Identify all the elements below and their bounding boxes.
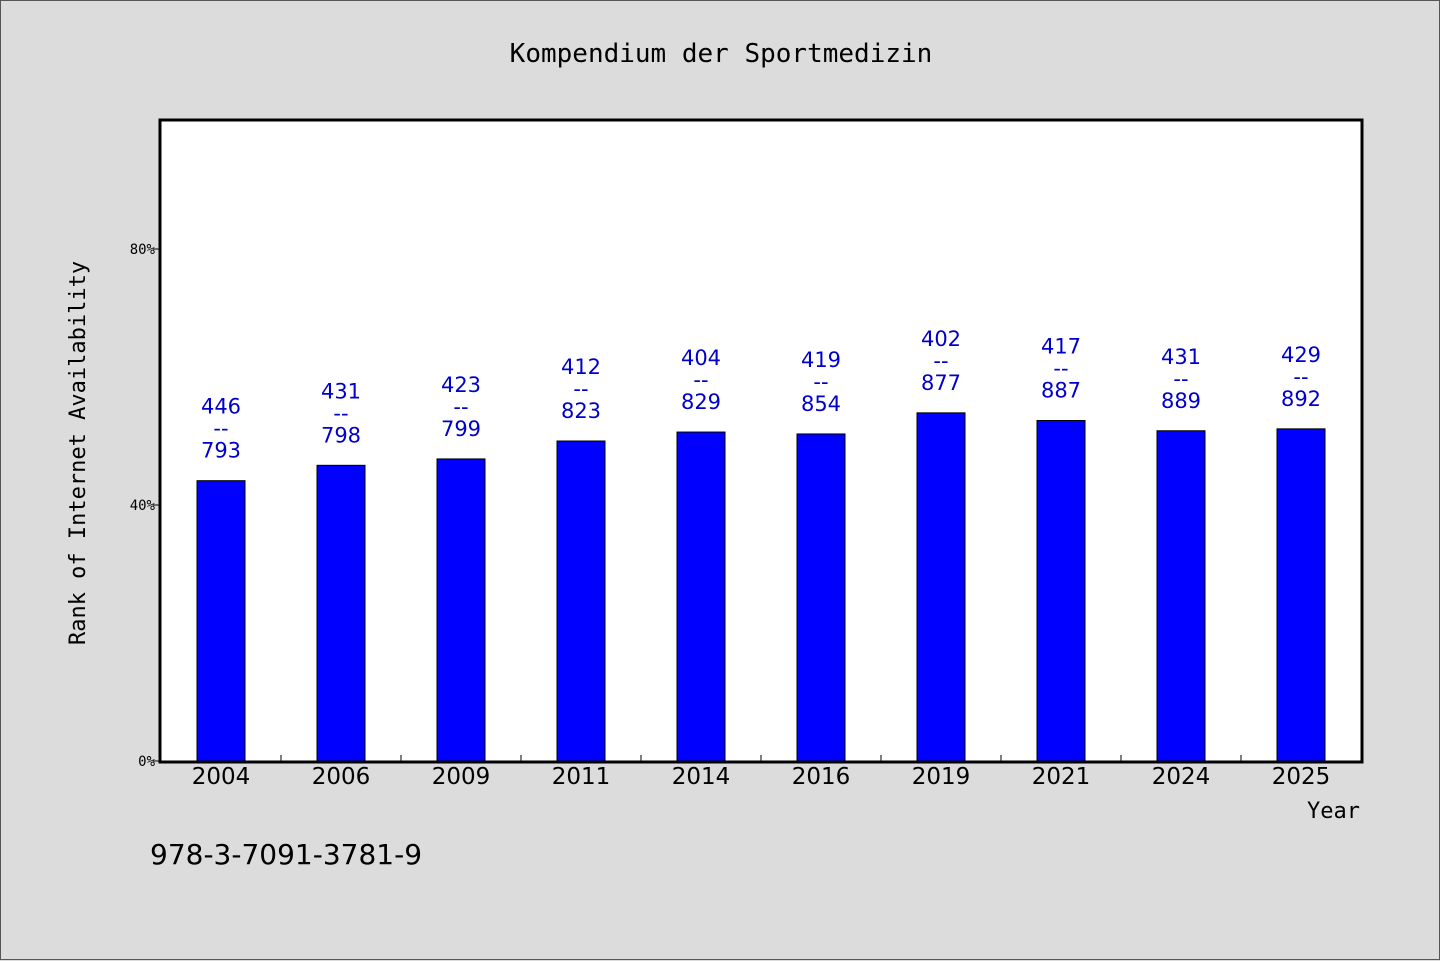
y-axis-label: Rank of Internet Availability: [66, 261, 91, 645]
x-tick-label: 2009: [432, 764, 491, 790]
bar-label-separator: --: [813, 370, 828, 394]
bar: [556, 440, 606, 762]
bar: [316, 464, 366, 762]
x-tick-label: 2004: [192, 764, 251, 790]
bar: [1156, 430, 1206, 762]
bar-value-label: 431: [321, 379, 361, 403]
bar: [916, 412, 966, 762]
x-tick-label: 2019: [912, 764, 971, 790]
x-tick-label: 2006: [312, 764, 371, 790]
y-tick-label: 80%: [130, 242, 156, 258]
bar: [796, 433, 846, 762]
bar-value-label: 889: [1161, 389, 1201, 413]
x-tick-label: 2016: [792, 764, 851, 790]
x-tick-label: 2011: [552, 764, 611, 790]
bar: [1036, 420, 1086, 762]
bar-value-label: 402: [921, 327, 961, 351]
bar-label-separator: --: [333, 401, 348, 425]
bar-value-label: 417: [1041, 335, 1081, 359]
bar-value-label: 854: [801, 392, 841, 416]
bar-value-label: 412: [561, 355, 601, 379]
x-tick-label: 2021: [1032, 764, 1091, 790]
bar-value-label: 423: [441, 373, 481, 397]
bars-layer: [196, 412, 1326, 762]
bar-value-label: 446: [201, 395, 241, 419]
y-tick-label: 40%: [130, 498, 156, 514]
bar-label-separator: --: [213, 417, 228, 441]
bar-label-separator: --: [1053, 357, 1068, 381]
bar: [1276, 428, 1326, 762]
y-tick-label: 0%: [138, 754, 155, 770]
bar-label-separator: --: [453, 395, 468, 419]
x-axis: 2004 2006 2009 2011 2014 2016 2019 2021 2024 2025: [192, 755, 1331, 790]
bar-value-label: 429: [1281, 343, 1321, 367]
x-tick-label: 2024: [1152, 764, 1211, 790]
x-tick-label: 2025: [1272, 764, 1331, 790]
bar-value-label: 823: [561, 399, 601, 423]
x-axis-label: Year: [1307, 799, 1360, 824]
bar-value-label: 829: [681, 390, 721, 414]
bar-label-separator: --: [693, 368, 708, 392]
bar-value-label: 404: [681, 346, 721, 370]
bar: [676, 431, 726, 762]
y-axis: 0% 40% 80%: [130, 242, 161, 770]
bar-value-label: 419: [801, 348, 841, 372]
bar-value-label: 887: [1041, 379, 1081, 403]
bar-label-separator: --: [573, 377, 588, 401]
bar-label-separator: --: [1293, 365, 1308, 389]
bar: [436, 458, 486, 762]
bar-value-label: 799: [441, 417, 481, 441]
isbn-text: 978-3-7091-3781-9: [150, 838, 422, 871]
bar: [196, 480, 246, 762]
bar-value-label: 793: [201, 439, 241, 463]
bar-label-separator: --: [1173, 367, 1188, 391]
bar-label-separator: --: [933, 349, 948, 373]
bar-value-label: 877: [921, 371, 961, 395]
bar-value-label: 892: [1281, 387, 1321, 411]
bar-value-label: 798: [321, 423, 361, 447]
bar-labels-layer: 446--793431--798423--799412--823404--829…: [201, 327, 1321, 463]
x-tick-label: 2014: [672, 764, 731, 790]
bar-value-label: 431: [1161, 345, 1201, 369]
chart-title: Kompendium der Sportmedizin: [510, 39, 933, 69]
